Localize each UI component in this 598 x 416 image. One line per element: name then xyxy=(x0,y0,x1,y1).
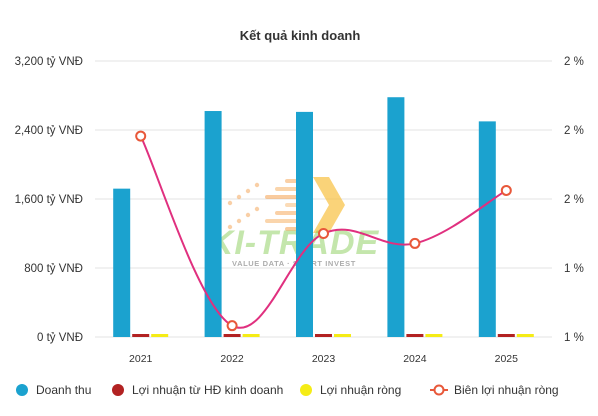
y-right-tick-label: 2 % xyxy=(564,194,584,206)
logo-dot xyxy=(236,218,242,224)
y-right-tick-label: 1 % xyxy=(564,332,584,344)
legend-marker-icon xyxy=(433,384,445,396)
margin-point-2023 xyxy=(318,228,329,239)
margin-point-2021 xyxy=(135,130,147,142)
x-tick-label: 2021 xyxy=(129,353,153,365)
bar-l-i-nhu-n-r-ng-2024 xyxy=(425,334,443,337)
bars-layer xyxy=(113,97,534,338)
legend: Doanh thu Lợi nhuận từ HĐ kinh doanh Lợi n… xyxy=(16,383,559,397)
bar-l-i-nhu-n-r-ng-2022 xyxy=(242,334,260,337)
margin-point-2025 xyxy=(500,184,512,196)
margin-point-2024 xyxy=(409,237,421,249)
legend-label: Lợi nhuận từ HĐ kinh doanh xyxy=(132,383,283,397)
chart-title: Kết quả kinh doanh xyxy=(240,28,361,43)
legend-swatch-icon xyxy=(112,384,124,396)
legend-label: Lợi nhuận ròng xyxy=(320,383,401,397)
bar-l-i-nhu-n-r-ng-2021 xyxy=(151,334,169,337)
bar-doanh-thu-2021 xyxy=(113,188,131,337)
y-left-tick-label: 3,200 tỷ VNĐ xyxy=(15,56,83,68)
logo-dot xyxy=(245,212,251,218)
logo-dot xyxy=(227,200,233,206)
x-tick-label: 2023 xyxy=(312,353,336,365)
y-right-tick-label: 1 % xyxy=(564,263,584,275)
bar-l-i-nhu-n-t-h-kinh-doanh-2024 xyxy=(406,334,424,337)
legend-swatch-icon xyxy=(16,384,28,396)
logo-chevron-icon xyxy=(313,177,345,233)
x-tick-label: 2025 xyxy=(495,353,519,365)
x-tick-label: 2022 xyxy=(220,353,244,365)
x-tick-label: 2024 xyxy=(403,353,427,365)
y-left-tick-label: 1,600 tỷ VNĐ xyxy=(15,194,83,206)
logo-dot xyxy=(254,206,260,212)
watermark-brand-text: KI-TRADE xyxy=(209,224,380,262)
bar-l-i-nhu-n-r-ng-2023 xyxy=(334,334,351,337)
y-left-tick-label: 0 tỷ VNĐ xyxy=(37,332,83,344)
bar-doanh-thu-2023 xyxy=(296,111,313,337)
y-right-tick-label: 2 % xyxy=(564,125,584,137)
y-left-tick-label: 800 tỷ VNĐ xyxy=(24,263,83,275)
bar-l-i-nhu-n-t-h-kinh-doanh-2025 xyxy=(497,334,515,337)
bar-doanh-thu-2024 xyxy=(387,97,405,337)
bar-l-i-nhu-n-r-ng-2025 xyxy=(516,334,534,337)
bar-l-i-nhu-n-t-h-kinh-doanh-2022 xyxy=(223,334,241,337)
margin-line xyxy=(139,135,507,329)
logo-dot xyxy=(236,194,242,200)
bar-doanh-thu-2022 xyxy=(204,111,222,338)
logo-dot xyxy=(227,224,233,230)
legend-swatch-icon xyxy=(300,384,312,396)
logo-dot xyxy=(245,188,251,194)
y-left-tick-label: 2,400 tỷ VNĐ xyxy=(15,125,83,137)
margin-point-2022 xyxy=(226,320,238,332)
watermark-tagline: VALUE DATA · SMART INVEST xyxy=(232,259,356,268)
axis-labels: 3,200 tỷ VNĐ 2 % 2,400 tỷ VNĐ 2 % 1,600 tỷ V… xyxy=(15,56,584,365)
bar-l-i-nhu-n-t-h-kinh-doanh-2023 xyxy=(315,334,332,337)
legend-label: Doanh thu xyxy=(36,383,91,397)
legend-label: Biên lợi nhuận ròng xyxy=(454,383,559,397)
bar-l-i-nhu-n-t-h-kinh-doanh-2021 xyxy=(132,334,150,337)
bar-doanh-thu-2025 xyxy=(478,121,496,337)
y-right-tick-label: 2 % xyxy=(564,56,584,68)
logo-dot xyxy=(254,182,260,188)
margin-line-layer xyxy=(135,130,512,332)
